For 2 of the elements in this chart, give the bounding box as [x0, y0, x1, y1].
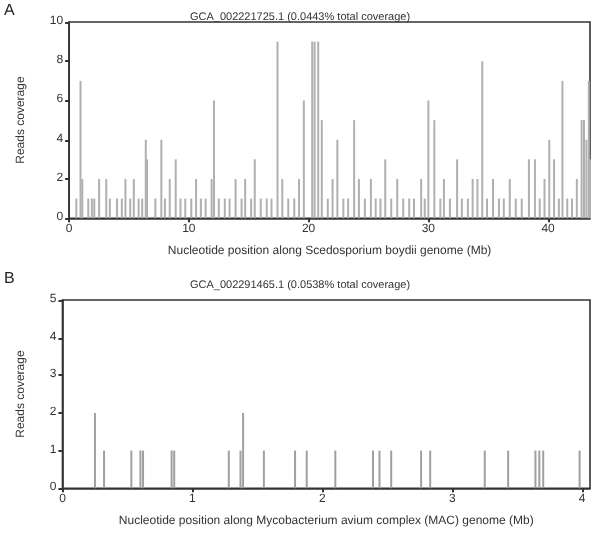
text: B [4, 269, 15, 287]
text: A [4, 1, 16, 19]
